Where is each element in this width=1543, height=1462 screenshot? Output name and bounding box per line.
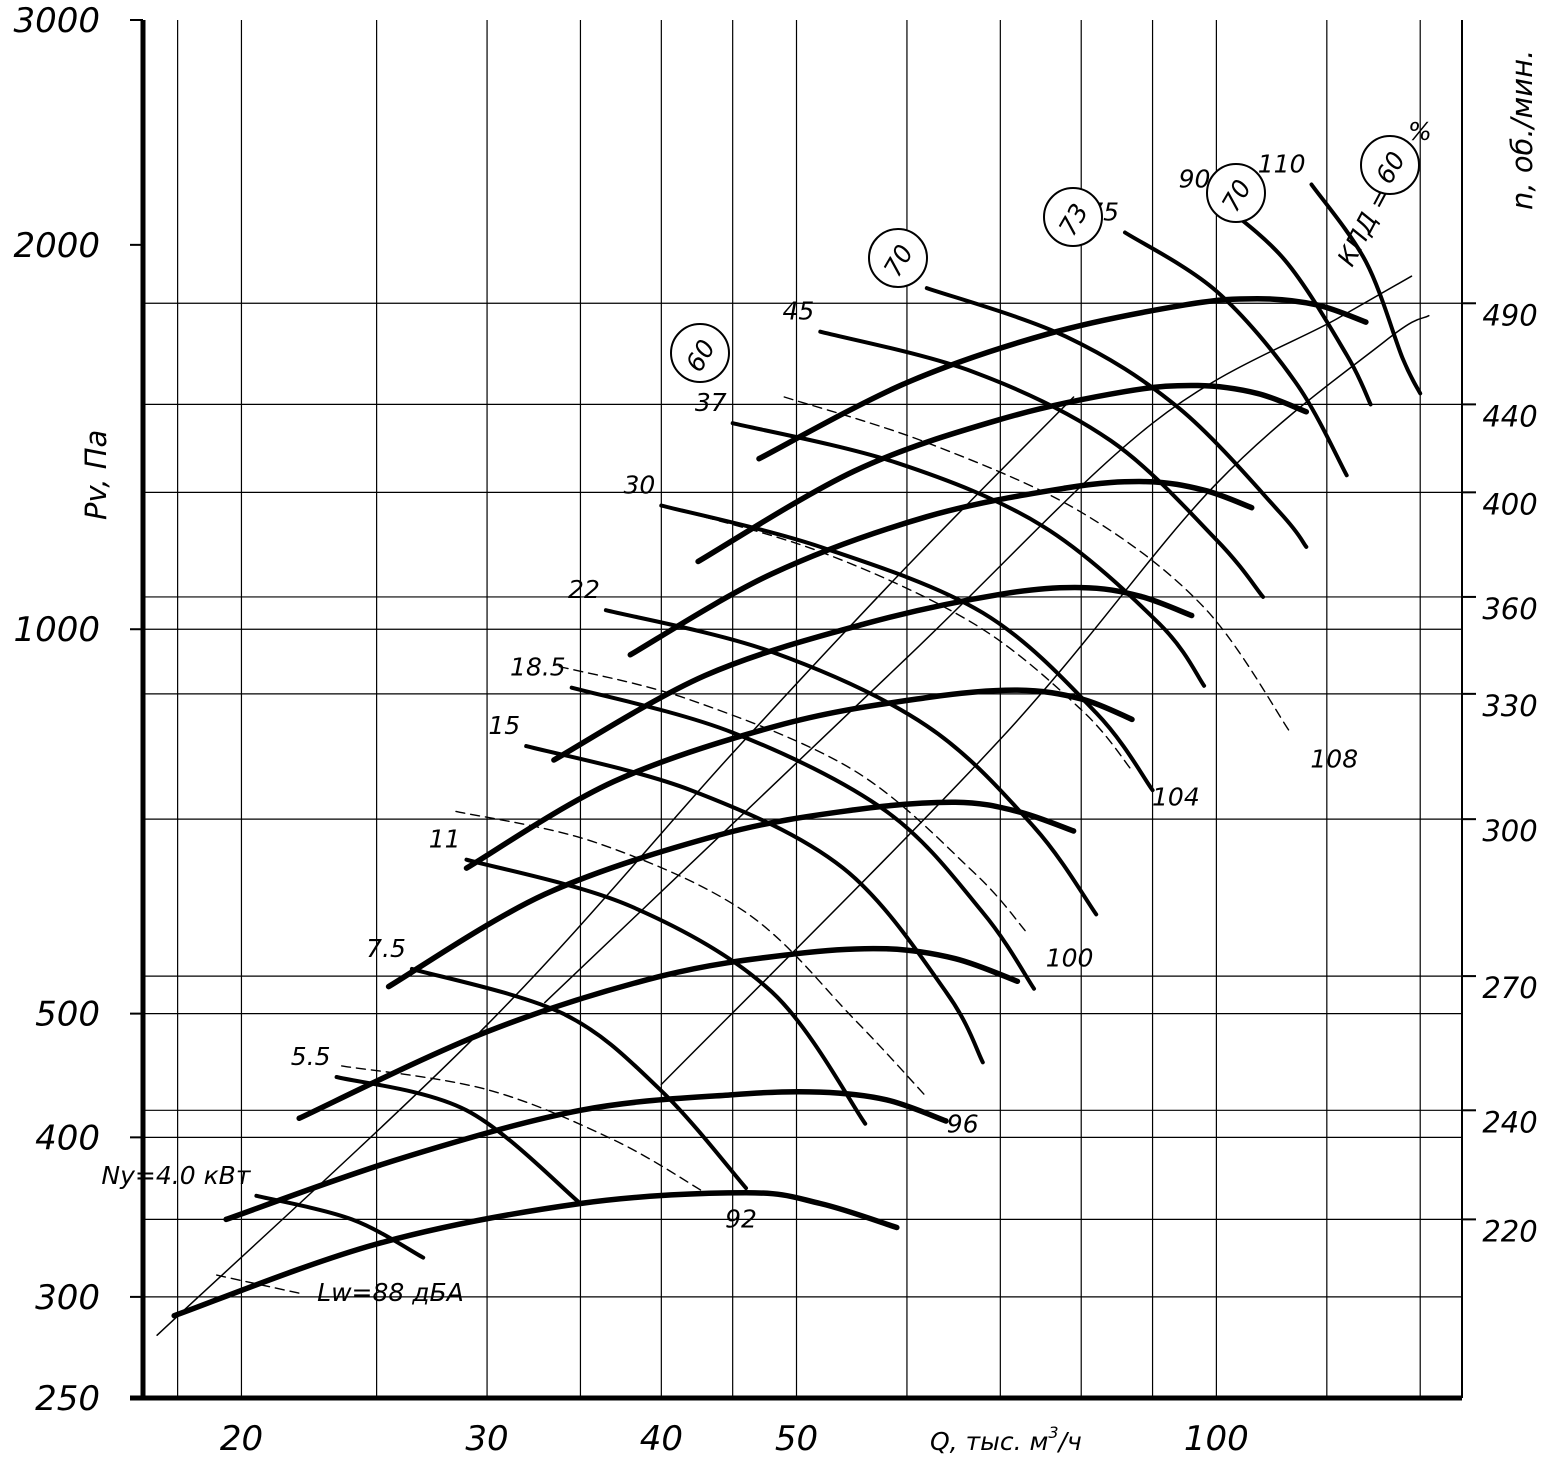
axis-frame xyxy=(130,19,1476,1401)
sound-curve-4 xyxy=(660,504,1133,772)
power-curve-label: 110 xyxy=(1258,149,1306,178)
power-curve-label: 45 xyxy=(782,297,814,326)
y2-axis-title: n, об./мин. xyxy=(1505,50,1539,210)
efficiency-badge-70-top: 70 xyxy=(868,228,928,288)
power-curve-label: 15 xyxy=(488,711,520,740)
efficiency-percent: % xyxy=(1408,117,1432,146)
power-curve-label: 11 xyxy=(429,825,461,854)
speed-axis-label: 270 xyxy=(1482,971,1537,1005)
speed-curve-240 xyxy=(223,1088,949,1223)
speed-axis-label: 360 xyxy=(1482,592,1537,626)
power-curve-label: 7.5 xyxy=(366,934,406,963)
labels: 250 300 400 500 1000 2000 3000 20 30 40 50 100 490 44… xyxy=(13,1,1537,1459)
power-curve-0 xyxy=(254,1193,426,1260)
x-tick-label: 100 xyxy=(1184,1419,1249,1459)
curves xyxy=(156,182,1430,1336)
efficiency-badge-60-top: 60 xyxy=(670,323,730,383)
speed-curve-300 xyxy=(385,799,1077,990)
speed-axis-label: 490 xyxy=(1482,298,1537,332)
power-curve-13 xyxy=(1309,182,1423,396)
speed-curve-490 xyxy=(756,295,1369,462)
efficiency-line-73-2 xyxy=(660,314,1430,1086)
speed-curve-400 xyxy=(627,478,1255,658)
speed-curve-270 xyxy=(296,945,1021,1122)
sound-curve-label: 108 xyxy=(1310,745,1358,774)
power-curve-label: 90 xyxy=(1179,165,1211,194)
power-curve-4 xyxy=(524,744,985,1065)
speed-curve-330 xyxy=(463,687,1135,871)
speed-axis-label: 440 xyxy=(1482,399,1537,433)
sound-curve-2 xyxy=(455,810,928,1098)
y-tick-label: 250 xyxy=(35,1379,100,1419)
y-tick-label: 300 xyxy=(35,1278,100,1318)
power-curve-8 xyxy=(730,421,1207,688)
y-axis-title: Pv, Па xyxy=(79,430,113,520)
x-axis-title: Q, тыс. м3/ч xyxy=(930,1423,1082,1456)
sound-curve-label: 92 xyxy=(725,1205,757,1234)
power-curve-9 xyxy=(818,329,1265,599)
sound-curve-1 xyxy=(341,1065,706,1194)
power-curve-label: 22 xyxy=(568,575,600,604)
speed-curve-220 xyxy=(171,1189,900,1319)
x-axis-title-main: Q, тыс. м xyxy=(930,1427,1048,1456)
x-tick-label: 50 xyxy=(775,1419,818,1459)
power-curve-3 xyxy=(464,857,868,1126)
speed-axis-label: 330 xyxy=(1482,689,1537,723)
sound-curve-label: 100 xyxy=(1046,943,1094,972)
power-curve-5 xyxy=(569,685,1036,991)
power-curve-label: 37 xyxy=(695,388,727,417)
x-axis-title-end: /ч xyxy=(1057,1427,1082,1456)
x-tick-label: 20 xyxy=(220,1419,263,1459)
speed-axis-label: 300 xyxy=(1482,814,1537,848)
y-tick-label: 400 xyxy=(35,1118,100,1158)
grid xyxy=(143,20,1462,1398)
power-curve-7 xyxy=(659,503,1155,793)
y-tick-label: 3000 xyxy=(13,1,100,41)
efficiency-line-60-0 xyxy=(156,396,1075,1336)
power-curve-label: 30 xyxy=(624,470,656,499)
power-curve-label: Ny=4.0 кВт xyxy=(101,1161,251,1190)
x-tick-label: 30 xyxy=(465,1419,508,1459)
sound-curve-5 xyxy=(783,396,1292,734)
sound-curve-3 xyxy=(558,665,1027,932)
power-curve-label: 5.5 xyxy=(291,1042,331,1071)
y-tick-label: 500 xyxy=(35,995,100,1035)
efficiency-badge-70-right: 70 xyxy=(1206,163,1266,223)
x-tick-label: 40 xyxy=(640,1419,683,1459)
speed-axis-label: 240 xyxy=(1482,1105,1537,1139)
x-axis-title-sup: 3 xyxy=(1048,1423,1058,1442)
sound-curve-label: Lw=88 дБА xyxy=(317,1278,464,1307)
power-curve-12 xyxy=(1214,197,1373,407)
power-curve-10 xyxy=(924,286,1309,549)
speed-curve-440 xyxy=(695,382,1310,565)
sound-curve-label: 96 xyxy=(947,1109,979,1138)
efficiency-badge-60-right: 60 xyxy=(1360,135,1420,195)
speed-curve-360 xyxy=(551,584,1195,763)
power-curve-6 xyxy=(603,608,1099,917)
efficiency-line-70-1 xyxy=(544,275,1413,1004)
sound-curve-0 xyxy=(216,1274,300,1294)
power-curve-11 xyxy=(1123,230,1349,478)
sound-curve-label: 104 xyxy=(1152,783,1200,812)
speed-axis-label: 220 xyxy=(1482,1214,1537,1248)
speed-axis-label: 400 xyxy=(1482,487,1537,521)
y-tick-label: 2000 xyxy=(13,226,100,266)
y-tick-label: 1000 xyxy=(13,610,100,650)
efficiency-badge-73: 73 xyxy=(1043,187,1103,247)
power-curve-label: 18.5 xyxy=(510,653,566,682)
power-curve-2 xyxy=(409,966,748,1191)
